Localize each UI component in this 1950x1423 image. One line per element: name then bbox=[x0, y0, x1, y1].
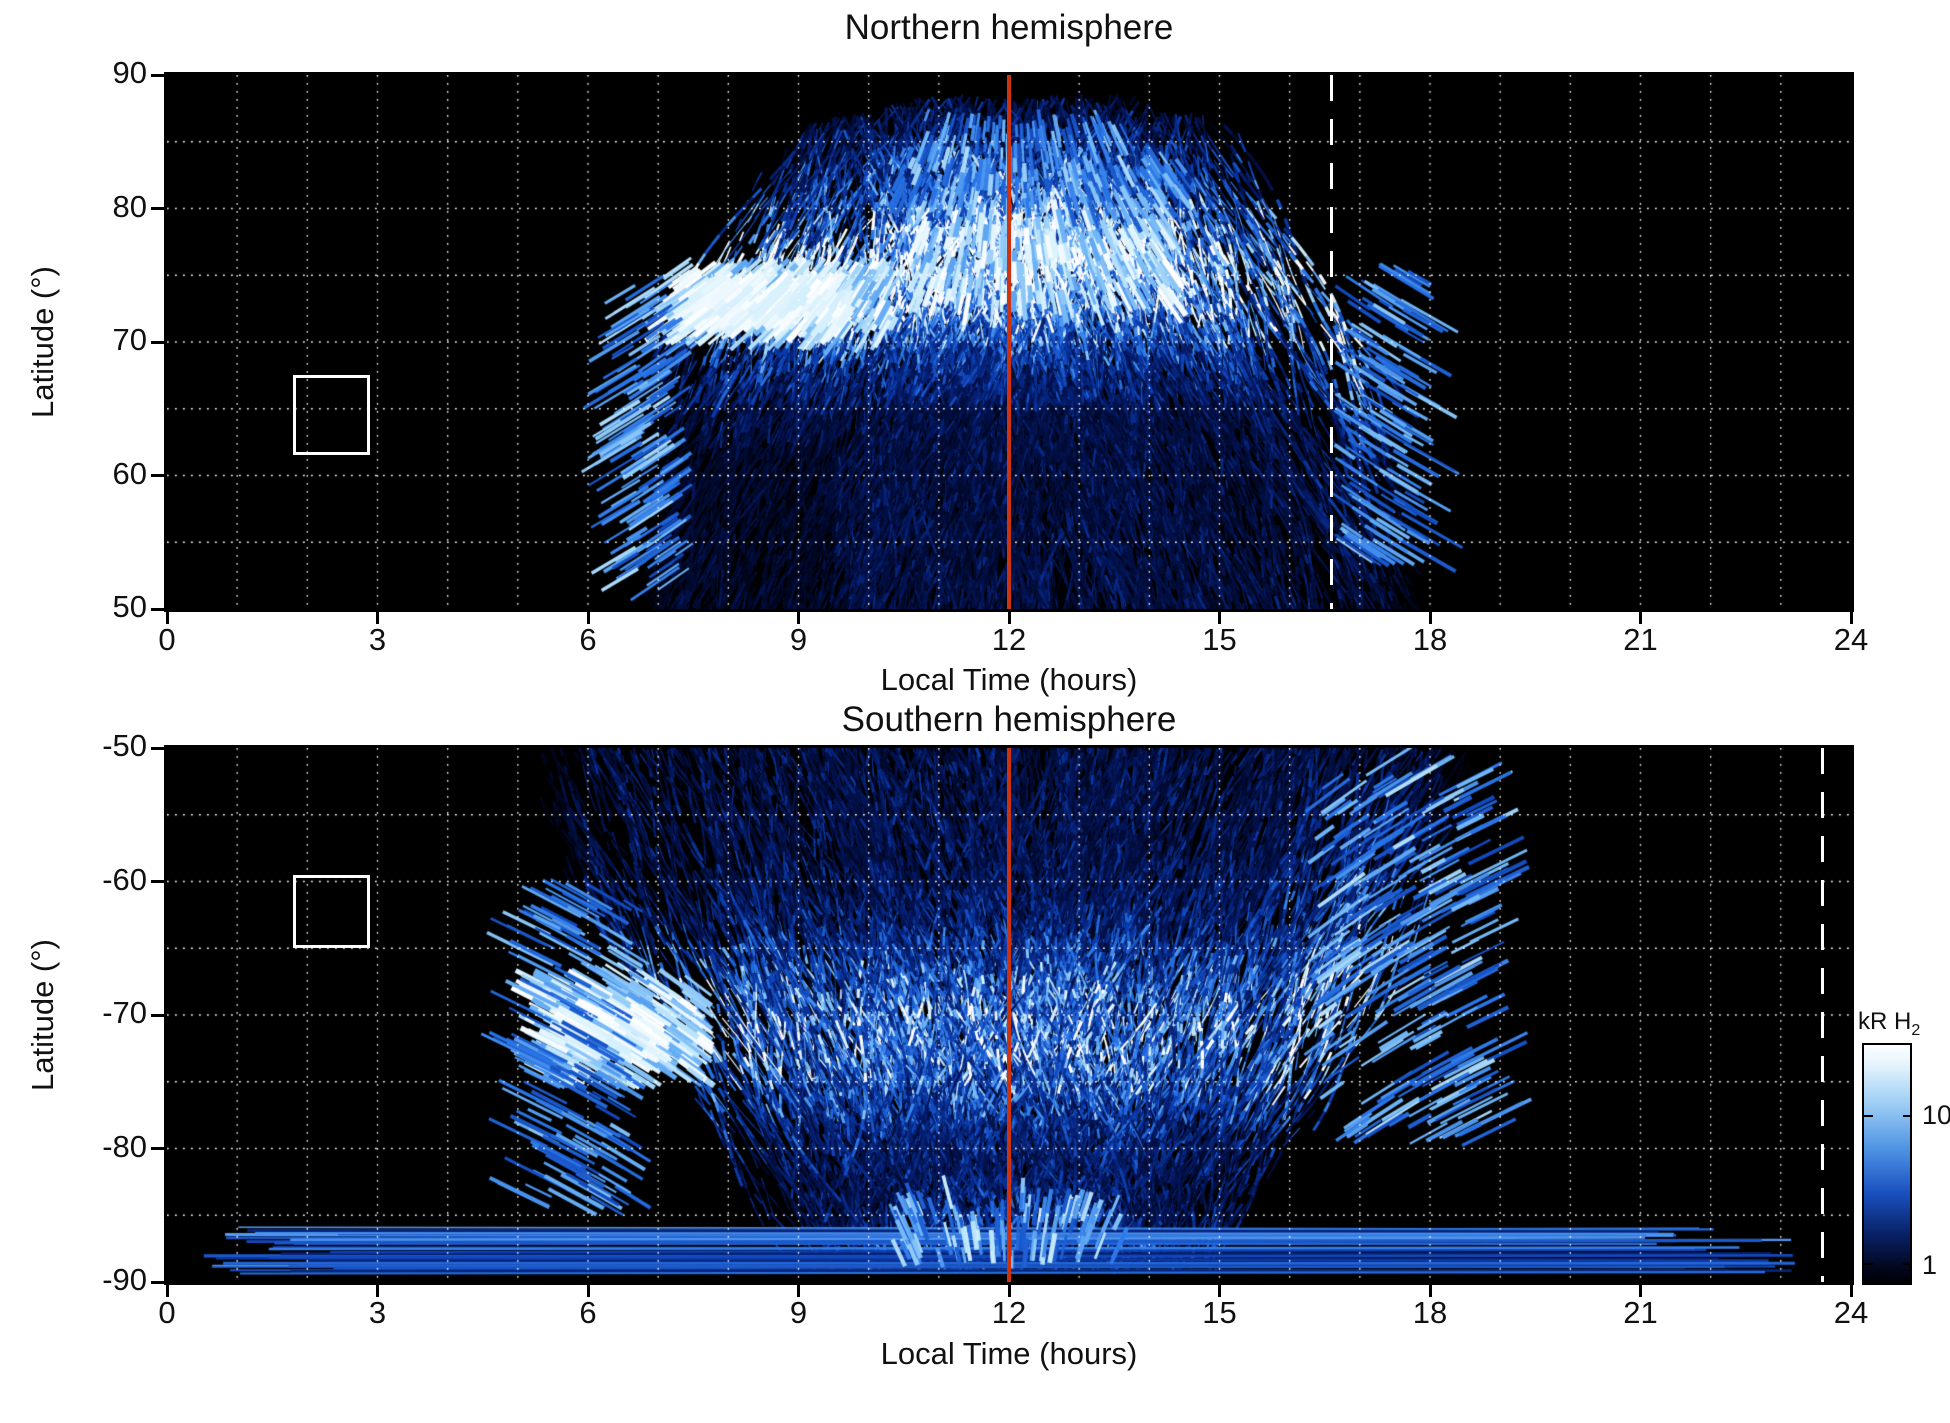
y-tick-label: 90 bbox=[112, 55, 147, 90]
panel-title-north: Northern hemisphere bbox=[844, 8, 1174, 47]
y-axis-tick bbox=[151, 1147, 164, 1150]
y-tick-label: -80 bbox=[102, 1128, 147, 1164]
colorbar-label: kR H2 bbox=[1858, 1008, 1920, 1040]
y-axis-tick bbox=[151, 1013, 164, 1017]
x-axis-tick bbox=[1639, 612, 1642, 624]
x-tick-label: 0 bbox=[158, 1295, 176, 1330]
y-tick-label: -90 bbox=[102, 1262, 147, 1297]
y-axis-tick bbox=[151, 1280, 164, 1284]
y-axis-tick bbox=[151, 746, 164, 750]
y-tick-label: 50 bbox=[112, 589, 147, 624]
x-tick-label: 21 bbox=[1623, 622, 1658, 657]
y-axis-tick bbox=[151, 880, 164, 883]
y-axis-tick bbox=[151, 207, 164, 210]
x-axis-tick bbox=[1218, 612, 1221, 624]
x-tick-label: 6 bbox=[579, 622, 597, 657]
y-tick-label: 70 bbox=[112, 322, 147, 357]
panel-title-south: Southern hemisphere bbox=[841, 700, 1177, 739]
y-axis-tick bbox=[151, 607, 164, 611]
x-tick-label: 6 bbox=[579, 1295, 597, 1330]
y-axis-tick bbox=[151, 474, 164, 477]
x-axis-tick bbox=[1639, 1285, 1642, 1297]
x-axis-tick bbox=[1218, 1285, 1221, 1297]
x-tick-label: 3 bbox=[368, 1295, 387, 1330]
x-axis-tick bbox=[797, 612, 800, 624]
x-tick-label: 9 bbox=[789, 1295, 808, 1330]
x-tick-label: 24 bbox=[1833, 1295, 1869, 1330]
noon-meridian-line-south bbox=[1007, 748, 1011, 1282]
x-tick-label: 18 bbox=[1412, 622, 1448, 657]
x-axis-tick bbox=[1428, 612, 1432, 624]
noon-meridian-line-north bbox=[1007, 75, 1011, 609]
colorbar-tick-mark bbox=[1903, 1262, 1912, 1265]
x-axis-tick bbox=[1849, 1285, 1853, 1297]
colorbar-tick-mark bbox=[1903, 1115, 1912, 1118]
x-axis-tick bbox=[1007, 612, 1011, 624]
y-tick-label: -50 bbox=[102, 728, 147, 763]
y-axis-tick bbox=[151, 340, 164, 344]
x-tick-label: 3 bbox=[368, 622, 387, 657]
x-tick-label: 15 bbox=[1202, 1295, 1237, 1330]
x-tick-label: 9 bbox=[789, 622, 808, 657]
dashed-reference-line-south bbox=[1821, 748, 1825, 1282]
x-axis-label-south: Local Time (hours) bbox=[880, 1336, 1138, 1371]
x-tick-label: 24 bbox=[1833, 622, 1869, 657]
x-axis-tick bbox=[165, 612, 169, 624]
y-tick-label: 60 bbox=[112, 455, 147, 491]
x-tick-label: 12 bbox=[991, 622, 1027, 657]
x-tick-label: 12 bbox=[991, 1295, 1027, 1330]
colorbar-label-text: kR H bbox=[1858, 1008, 1912, 1035]
x-tick-label: 15 bbox=[1202, 622, 1237, 657]
x-tick-label: 0 bbox=[158, 622, 176, 657]
x-axis-tick bbox=[376, 1285, 379, 1297]
colorbar-tick-label-10: 10 bbox=[1922, 1100, 1950, 1130]
plot-area-north bbox=[164, 72, 1854, 612]
colorbar-label-subscript: 2 bbox=[1911, 1021, 1921, 1039]
fov-box-north bbox=[293, 375, 371, 456]
plot-area-south bbox=[164, 745, 1854, 1285]
x-axis-tick bbox=[1849, 612, 1853, 624]
x-tick-label: 21 bbox=[1623, 1295, 1658, 1330]
colorbar-tick-label-1: 1 bbox=[1922, 1250, 1938, 1280]
x-axis-tick bbox=[376, 612, 379, 624]
x-axis-tick bbox=[586, 1285, 590, 1297]
y-axis-tick bbox=[151, 73, 164, 77]
colorbar-tick-mark bbox=[1864, 1262, 1873, 1265]
y-tick-label: -70 bbox=[102, 995, 147, 1030]
colorbar-tick-mark bbox=[1864, 1115, 1873, 1118]
y-tick-label: -60 bbox=[102, 861, 147, 897]
dashed-reference-line-north bbox=[1330, 75, 1334, 609]
x-axis-tick bbox=[586, 612, 590, 624]
y-tick-label: 80 bbox=[112, 188, 147, 224]
x-axis-label-north: Local Time (hours) bbox=[880, 662, 1138, 697]
fov-box-south bbox=[293, 874, 371, 949]
x-tick-label: 18 bbox=[1412, 1295, 1448, 1330]
colorbar-gradient-bar bbox=[1862, 1043, 1912, 1285]
x-axis-tick bbox=[797, 1285, 800, 1297]
x-axis-tick bbox=[165, 1285, 169, 1297]
x-axis-tick bbox=[1007, 1285, 1011, 1297]
x-axis-tick bbox=[1428, 1285, 1432, 1297]
